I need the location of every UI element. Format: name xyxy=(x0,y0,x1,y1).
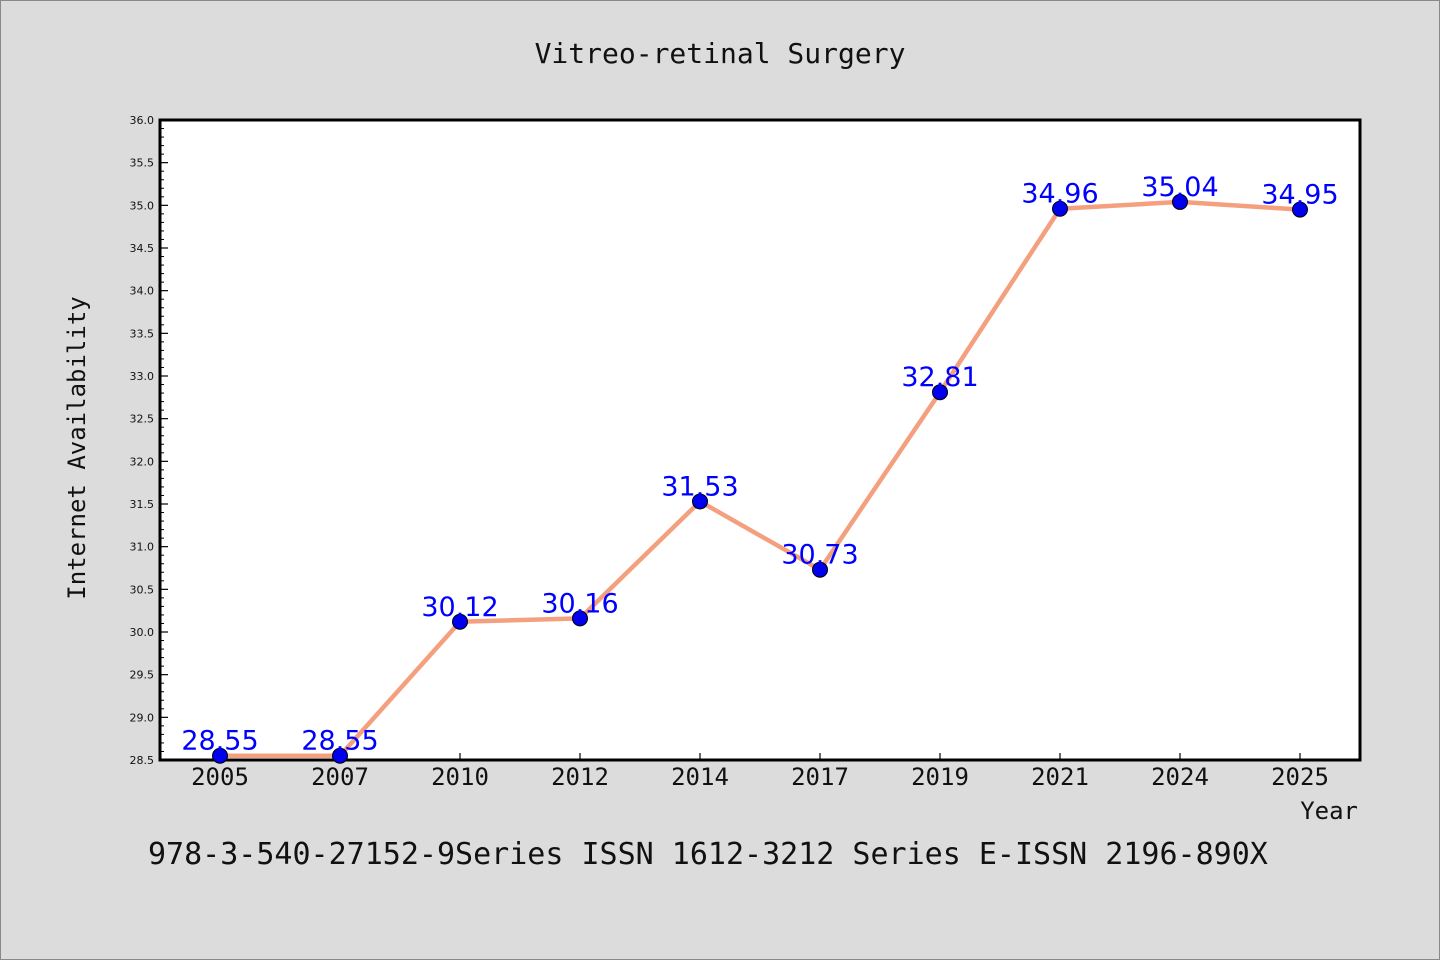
data-point xyxy=(1052,200,1068,217)
x-tick-label: 2012 xyxy=(551,763,609,791)
y-tick-label: 32.0 xyxy=(130,455,155,468)
data-point xyxy=(692,493,708,510)
y-tick-label: 31.0 xyxy=(130,541,155,554)
y-tick-label: 33.5 xyxy=(130,327,155,340)
data-label: 35.04 xyxy=(1141,172,1218,203)
y-tick-label: 30.5 xyxy=(130,583,155,596)
y-tick-label: 29.5 xyxy=(130,669,155,682)
data-label: 28.55 xyxy=(301,726,378,757)
x-tick-label: 2014 xyxy=(671,763,729,791)
y-tick-label: 36.0 xyxy=(130,114,155,127)
data-label: 31.53 xyxy=(661,471,738,502)
y-tick-label: 34.0 xyxy=(130,285,155,298)
x-tick-label: 2010 xyxy=(431,763,489,791)
data-label: 30.73 xyxy=(781,540,858,571)
data-point xyxy=(1172,193,1188,210)
series-line xyxy=(220,199,1301,758)
y-tick-label: 30.0 xyxy=(130,626,155,639)
data-point xyxy=(452,613,468,630)
data-label: 32.81 xyxy=(901,362,978,393)
y-tick-label: 35.5 xyxy=(130,157,155,170)
data-label: 34.96 xyxy=(1021,179,1098,210)
data-label: 28.55 xyxy=(181,726,258,757)
series-line-group: 28.55 28.55 30.12 30.16 31.53 30.73 32.81 34.96… xyxy=(181,172,1339,764)
data-label: 30.16 xyxy=(541,588,618,619)
data-point xyxy=(332,747,348,764)
data-label: 34.95 xyxy=(1261,180,1338,211)
x-axis: 2005 2007 2010 2012 2014 2017 2019 2021 2024 2025 xyxy=(191,753,1329,791)
chart-title: Vitreo-retinal Surgery xyxy=(535,37,906,70)
x-tick-label: 2019 xyxy=(911,763,969,791)
data-point xyxy=(932,384,948,401)
x-tick-label: 2025 xyxy=(1271,763,1329,791)
y-axis-label: Internet Availability xyxy=(63,296,91,599)
x-tick-label: 2007 xyxy=(311,763,369,791)
y-tick-label: 34.5 xyxy=(130,242,155,255)
data-point xyxy=(572,610,588,627)
y-tick-label: 28.5 xyxy=(130,754,155,767)
x-tick-label: 2021 xyxy=(1031,763,1089,791)
y-tick-label: 32.5 xyxy=(130,413,155,426)
y-tick-label: 33.0 xyxy=(130,370,155,383)
plot-area xyxy=(158,118,1362,762)
y-tick-label: 29.0 xyxy=(130,711,155,724)
x-axis-label: Year xyxy=(1300,797,1358,825)
x-tick-label: 2024 xyxy=(1151,763,1209,791)
data-point xyxy=(812,561,828,578)
y-axis: 28.5 29.0 29.5 30.0 30.5 31.0 31.5 32.0 32.5 33.0… xyxy=(130,114,168,767)
x-tick-label: 2017 xyxy=(791,763,849,791)
footer-text: 978-3-540-27152-9Series ISSN 1612-3212 S… xyxy=(148,837,1268,872)
y-tick-label: 35.0 xyxy=(130,199,155,212)
x-tick-label: 2005 xyxy=(191,763,249,791)
data-point xyxy=(1292,201,1308,218)
data-point xyxy=(212,747,228,764)
data-label: 30.12 xyxy=(421,592,498,623)
y-tick-label: 31.5 xyxy=(130,498,155,511)
